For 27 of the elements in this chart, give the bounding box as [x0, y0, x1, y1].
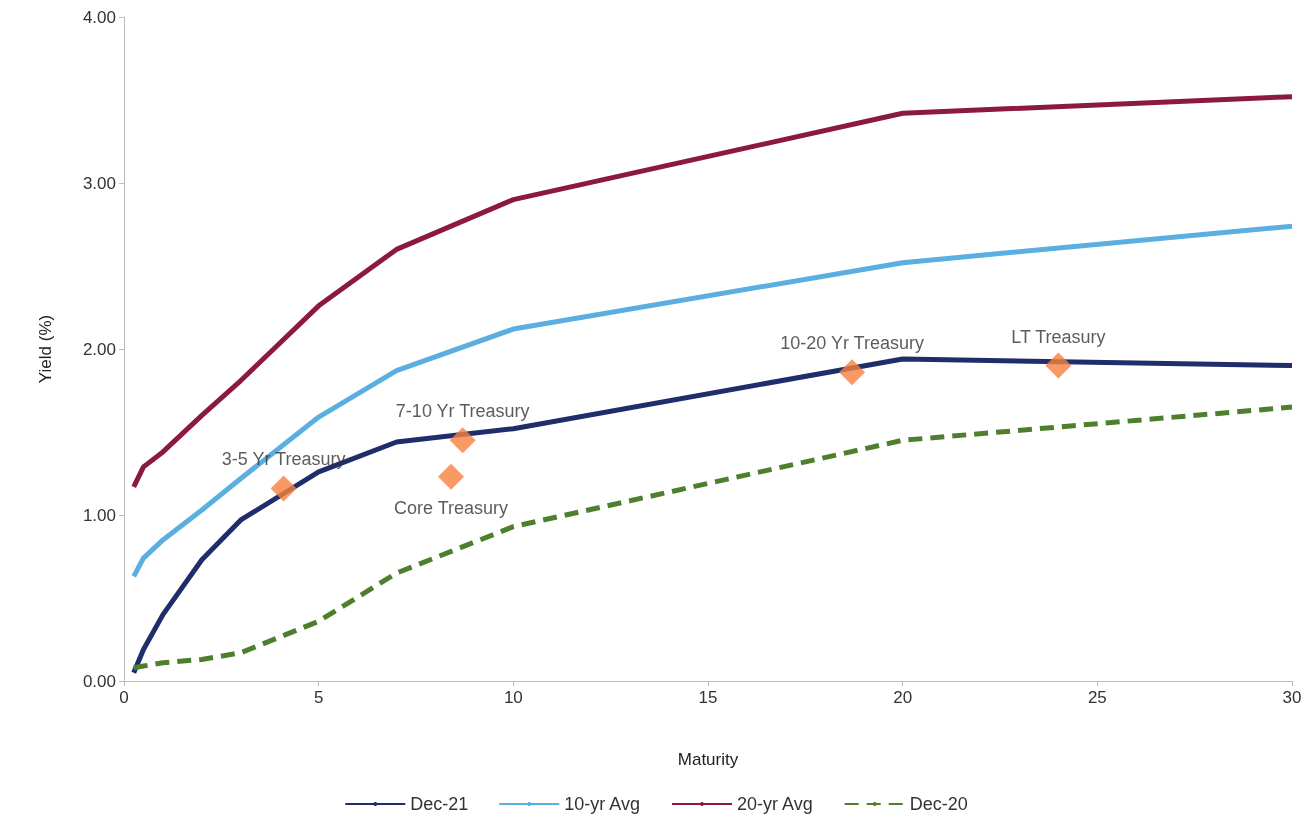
annotation: Core Treasury [394, 497, 509, 518]
y-tick-label: 1.00 [82, 505, 116, 525]
y-axis-title: Yield (%) [36, 314, 55, 384]
y-tick-label: 0.00 [82, 671, 116, 691]
point [839, 359, 866, 386]
x-axis-title: Maturity [677, 750, 739, 769]
y-tick-label: 2.00 [82, 339, 116, 359]
point [438, 463, 465, 490]
y-tick-label: 4.00 [82, 7, 116, 27]
point [449, 427, 476, 454]
annotation: 7-10 Yr Treasury [395, 401, 530, 422]
y-tick-label: 3.00 [82, 173, 116, 193]
x-tick-label: 20 [893, 688, 913, 707]
x-tick-label: 5 [313, 688, 324, 707]
legend-label: 10-yr Avg [564, 794, 641, 814]
legend-label: 20-yr Avg [737, 794, 813, 814]
x-tick-label: 30 [1282, 688, 1302, 707]
annotation: LT Treasury [1011, 326, 1106, 347]
annotation: 10-20 Yr Treasury [780, 333, 924, 354]
point [1045, 352, 1072, 379]
legend-label: Dec-21 [410, 794, 469, 814]
x-tick-label: 10 [503, 688, 523, 707]
x-tick-label: 15 [698, 688, 718, 707]
legend-label: Dec-20 [909, 794, 968, 814]
x-tick-label: 0 [119, 688, 129, 707]
x-tick-label: 25 [1087, 688, 1107, 707]
point [270, 475, 297, 502]
